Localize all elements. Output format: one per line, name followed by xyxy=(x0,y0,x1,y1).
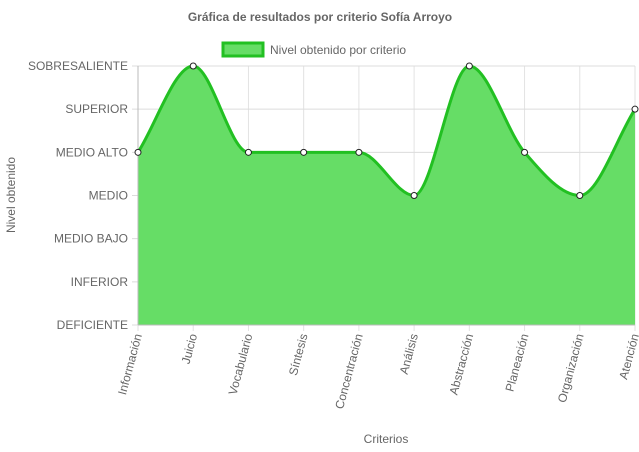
x-tick-label: Abstracción xyxy=(446,332,476,396)
y-tick-label: MEDIO ALTO xyxy=(56,145,128,159)
legend-label: Nivel obtenido por criterio xyxy=(270,43,406,57)
x-tick-label: Organización xyxy=(555,332,587,404)
data-point[interactable] xyxy=(355,148,363,156)
data-point[interactable] xyxy=(244,148,252,156)
data-points xyxy=(134,62,639,199)
y-tick-label: MEDIO BAJO xyxy=(54,232,128,246)
x-tick-label: Vocabulario xyxy=(226,332,256,397)
x-tick-label: Información xyxy=(115,332,145,396)
data-point[interactable] xyxy=(576,192,584,199)
data-point[interactable] xyxy=(300,148,308,156)
x-tick-label: Análisis xyxy=(397,332,421,376)
y-tick-label: INFERIOR xyxy=(71,275,129,289)
legend[interactable]: Nivel obtenido por criterio xyxy=(221,41,406,58)
data-point[interactable] xyxy=(134,148,142,156)
legend-swatch xyxy=(221,41,265,58)
x-axis-label: Criterios xyxy=(364,432,409,446)
series-line xyxy=(136,64,637,198)
x-tick-label: Juicio xyxy=(179,332,201,366)
data-point[interactable] xyxy=(631,105,639,113)
y-axis-label: Nivel obtenido xyxy=(4,157,18,233)
x-tick-label: Síntesis xyxy=(286,332,311,377)
plot-area xyxy=(136,64,637,326)
y-axis-ticks: DEFICIENTE INFERIOR MEDIO BAJO MEDIO MEDIO A… xyxy=(28,59,128,332)
data-point[interactable] xyxy=(410,192,418,199)
y-tick-label: SOBRESALIENTE xyxy=(28,59,128,73)
x-tick-label: Concentración xyxy=(332,332,366,410)
y-tick-label: DEFICIENTE xyxy=(57,318,128,332)
chart-title: Gráfica de resultados por criterio Sofía… xyxy=(188,10,452,24)
data-point[interactable] xyxy=(189,62,197,70)
data-point[interactable] xyxy=(465,62,473,70)
x-tick-label: Atención xyxy=(616,332,639,381)
x-axis-ticks: Información Juicio Vocabulario Síntesis Conc… xyxy=(115,332,639,411)
data-point[interactable] xyxy=(521,148,529,156)
y-tick-label: MEDIO xyxy=(89,189,128,203)
x-tick-label: Planeación xyxy=(503,332,532,393)
series-area xyxy=(138,66,635,325)
y-tick-label: SUPERIOR xyxy=(65,102,128,116)
